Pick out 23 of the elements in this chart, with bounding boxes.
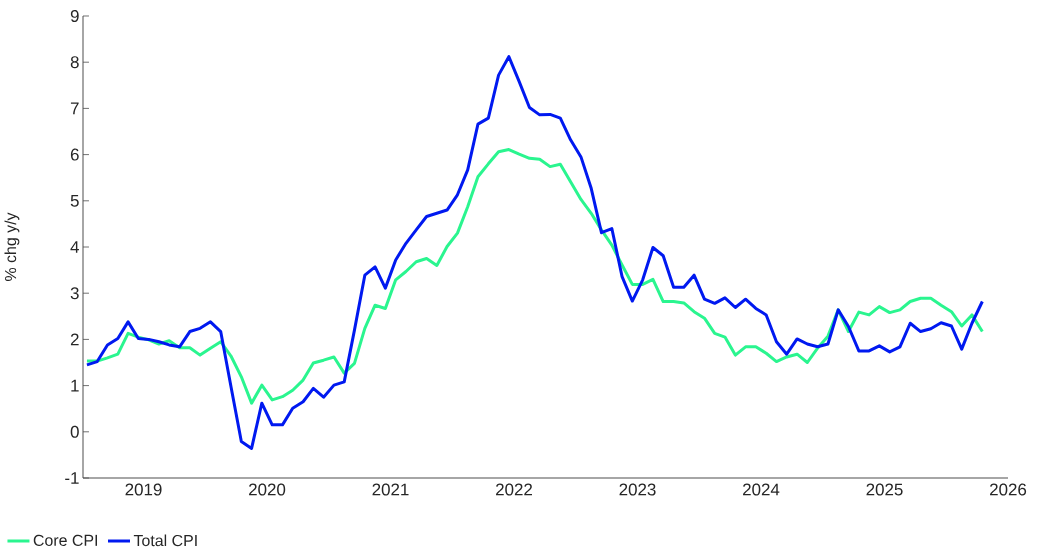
- legend-label: Total CPI: [133, 534, 197, 547]
- y-tick-label: 1: [71, 379, 79, 392]
- x-tick-label: 2019: [125, 483, 162, 496]
- x-tick-label: 2024: [743, 483, 780, 496]
- x-tick-label: 2023: [619, 483, 656, 496]
- y-tick-label: 4: [70, 241, 79, 253]
- y-tick-label: 0: [70, 425, 79, 438]
- y-tick-label: 7: [70, 102, 79, 115]
- line-series: [85, 148, 984, 405]
- x-tick-label: 2020: [249, 483, 286, 496]
- x-tick-label: 2022: [496, 483, 532, 496]
- y-tick-label: 9: [70, 10, 79, 22]
- y-tick-label: 5: [70, 194, 79, 207]
- x-tick-label: 2021: [372, 483, 409, 496]
- x-tick-label: 2025: [866, 483, 903, 496]
- y-tick-label: 2: [70, 333, 79, 346]
- legend-label: Core CPI: [33, 534, 97, 546]
- y-tick-label: 8: [70, 56, 79, 69]
- y-axis-title: % chg y/y: [4, 212, 20, 281]
- y-tick-label: -1: [65, 472, 79, 484]
- y-tick-label: 3: [70, 287, 79, 300]
- y-tick-label: 6: [70, 148, 79, 161]
- x-tick-label: 2026: [990, 483, 1027, 496]
